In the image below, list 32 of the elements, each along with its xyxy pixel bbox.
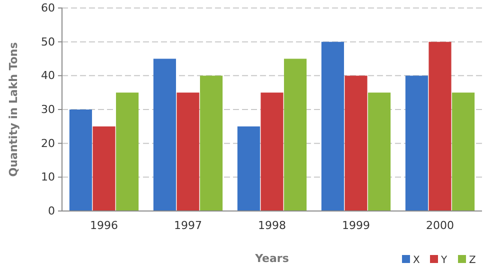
bar [69,110,92,211]
bar [368,92,391,211]
bar [176,92,200,211]
bar [344,76,368,211]
bar [284,58,307,211]
bar [92,126,116,211]
y-tick-label: 40 [41,69,55,82]
bar [321,42,344,211]
bar [116,92,139,211]
bar [452,92,475,211]
y-tick-label: 60 [41,2,55,15]
y-tick-label: 0 [48,204,55,218]
bar [260,92,284,211]
legend-label: X [413,255,420,266]
legend-label: Y [440,255,448,266]
x-tick-label: 1997 [174,218,202,232]
y-tick-label: 30 [41,103,55,116]
bar [405,76,428,211]
y-tick-label: 20 [41,136,55,150]
x-tick-label: 2000 [426,218,454,232]
legend-label: Z [469,255,476,266]
y-axis-title: Quantity in Lakh Tons [7,42,20,177]
bar [237,126,260,211]
x-axis-title: Years [254,252,290,265]
bar [200,76,223,211]
y-tick-label: 50 [41,35,55,48]
y-tick-label: 10 [41,170,55,184]
bar [428,42,452,211]
x-tick-label: 1999 [342,218,370,232]
bar [153,58,176,211]
x-tick-label: 1998 [258,218,286,232]
x-tick-label: 1996 [90,218,118,232]
